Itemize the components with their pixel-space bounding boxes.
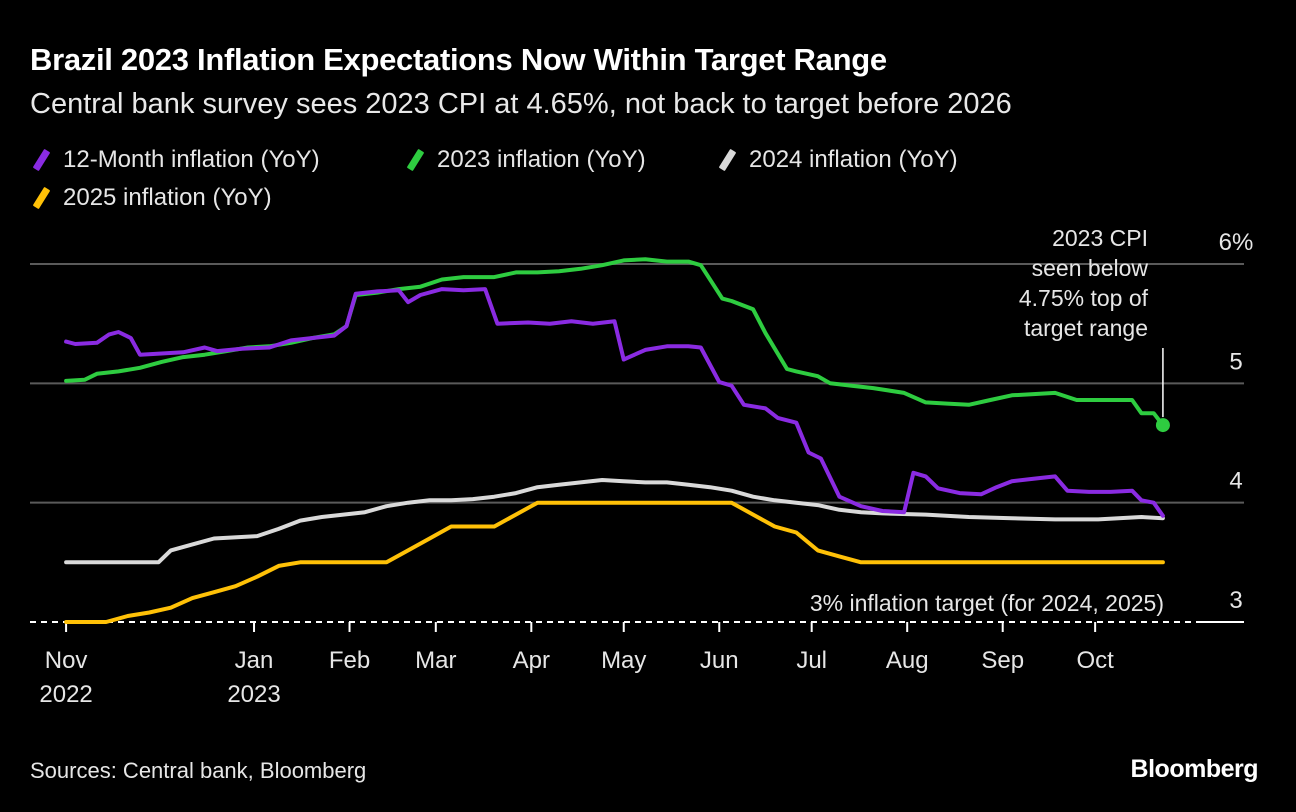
y-tick-label-5: 5 bbox=[1229, 348, 1242, 375]
x-tick-label-oct: Oct bbox=[1076, 647, 1114, 674]
annotation-line-2: seen below bbox=[1032, 255, 1149, 281]
series-line-2024 bbox=[64, 478, 1165, 565]
x-tick-label-apr: Apr bbox=[513, 647, 550, 674]
x-tick-label-jul: Jul bbox=[796, 647, 827, 674]
x-tick-label-feb: Feb bbox=[329, 647, 370, 674]
x-tick-label-jan: Jan bbox=[235, 647, 274, 674]
y-tick-label-3: 3 bbox=[1229, 587, 1242, 614]
x-tick-label-nov: Nov bbox=[45, 647, 88, 674]
end-marker-2023 bbox=[1155, 418, 1170, 433]
series-line-2025 bbox=[64, 500, 1165, 624]
legend-item-2024: 2024 inflation (YoY) bbox=[716, 146, 958, 174]
y-tick-label-4: 4 bbox=[1229, 468, 1242, 495]
x-tick-label-sep: Sep bbox=[981, 647, 1024, 674]
series-line-2023 bbox=[64, 257, 1165, 428]
x-tick-label-aug: Aug bbox=[886, 647, 929, 674]
x-tick-label-mar: Mar bbox=[415, 647, 456, 674]
bloomberg-logo: Bloomberg bbox=[1130, 755, 1259, 783]
x-tick-label-may: May bbox=[601, 647, 646, 674]
legend-item-2025: 2025 inflation (YoY) bbox=[30, 184, 272, 212]
legend-item-12-month: 12-Month inflation (YoY) bbox=[30, 146, 320, 174]
y-tick-label-6: 6% bbox=[1219, 229, 1254, 256]
x-tick-label-jun: Jun bbox=[700, 647, 739, 674]
chart-title: Brazil 2023 Inflation Expectations Now W… bbox=[30, 42, 887, 77]
chart-subtitle: Central bank survey sees 2023 CPI at 4.6… bbox=[30, 88, 1012, 120]
target-line-label: 3% inflation target (for 2024, 2025) bbox=[810, 590, 1164, 616]
x-tick-year-2022: 2022 bbox=[39, 681, 92, 708]
annotation-line-3: 4.75% top of bbox=[1019, 285, 1149, 311]
source-note: Sources: Central bank, Bloomberg bbox=[30, 758, 367, 783]
legend-label-2024: 2024 inflation (YoY) bbox=[749, 146, 958, 173]
annotation-line-1: 2023 CPI bbox=[1052, 225, 1148, 251]
legend-item-2023: 2023 inflation (YoY) bbox=[404, 146, 646, 174]
x-tick-year-2023: 2023 bbox=[227, 681, 280, 708]
legend-label-2023: 2023 inflation (YoY) bbox=[437, 146, 646, 173]
legend-label-12-month: 12-Month inflation (YoY) bbox=[63, 146, 320, 173]
series-line-12-month bbox=[64, 287, 1165, 518]
annotation-line-4: target range bbox=[1024, 315, 1148, 341]
legend-label-2025: 2025 inflation (YoY) bbox=[63, 184, 272, 211]
